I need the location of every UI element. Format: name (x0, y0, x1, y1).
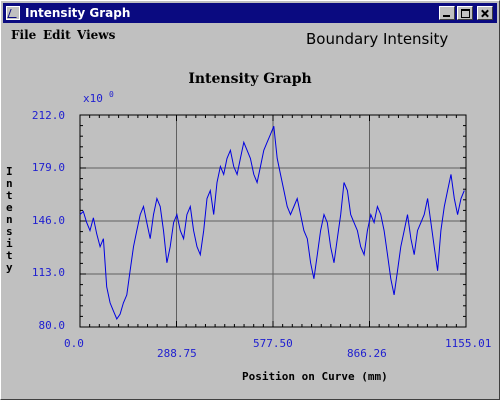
menu-views[interactable]: Views (77, 28, 116, 42)
intensity-series-line (79, 126, 465, 321)
y-exponent-label: x10 (83, 92, 103, 105)
x-tick-label: 866.26 (347, 347, 387, 360)
x-tick-label: 288.75 (157, 347, 197, 360)
x-axis-label: Position on Curve (mm) (242, 370, 388, 383)
menu-edit[interactable]: Edit (43, 28, 71, 42)
maximize-button[interactable] (457, 6, 473, 20)
chart-title: Intensity Graph (188, 71, 312, 87)
x-tick-label: 1155.01 (445, 337, 492, 350)
y-tick-label: 179.0 (31, 161, 65, 174)
window-title: Intensity Graph (25, 6, 131, 20)
x-tick-label: 0.0 (64, 337, 84, 350)
menu-bar: File Edit Views (3, 25, 497, 45)
y-tick-label: 80.0 (38, 319, 66, 332)
minor-ticks (79, 114, 467, 328)
y-tick-label: 146.0 (31, 214, 65, 227)
y-exponent-power: 0 (109, 90, 114, 99)
y-tick-label: 212.0 (31, 109, 65, 122)
boundary-intensity-label: Boundary Intensity (306, 30, 449, 48)
minimize-button[interactable] (439, 6, 455, 20)
y-axis-label: Intensity (6, 165, 13, 274)
close-button[interactable] (477, 6, 493, 20)
menu-file[interactable]: File (11, 28, 37, 42)
title-bar[interactable]: Intensity Graph (3, 3, 497, 23)
y-tick-label: 113.0 (31, 266, 65, 279)
x-tick-label: 577.50 (253, 337, 293, 350)
app-graph-icon[interactable] (6, 6, 20, 20)
